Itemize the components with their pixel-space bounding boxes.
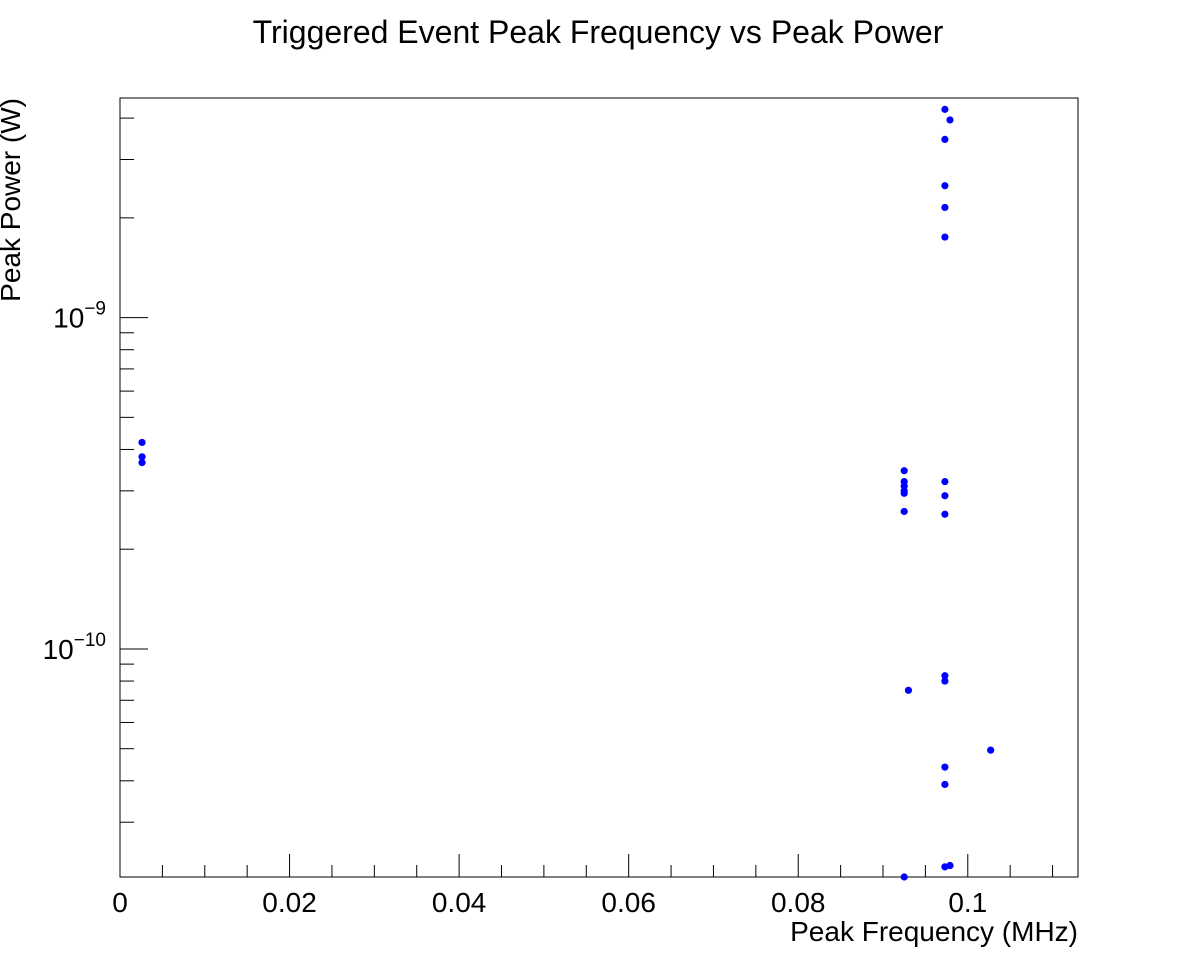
- data-point: [941, 233, 949, 241]
- y-tick-label: 10−9: [53, 299, 106, 334]
- x-tick-label: 0: [112, 887, 128, 918]
- data-point: [941, 677, 949, 685]
- x-tick-label: 0.02: [262, 887, 317, 918]
- data-point: [941, 203, 949, 212]
- data-point: [900, 467, 908, 475]
- x-axis-tick-labels: 0 0.02 0.04 0.06 0.08 0.1: [112, 887, 987, 918]
- x-axis-label: Peak Frequency (MHz): [790, 916, 1078, 947]
- data-point: [941, 492, 949, 500]
- data-point: [941, 135, 949, 143]
- data-points: [138, 105, 995, 881]
- data-point: [900, 507, 908, 516]
- x-tick-label: 0.08: [771, 887, 826, 918]
- data-point: [941, 780, 949, 789]
- data-point: [987, 746, 995, 754]
- x-tick-label: 0.04: [432, 887, 487, 918]
- data-point: [941, 105, 949, 113]
- data-point: [138, 453, 146, 461]
- y-tick-label: 10−10: [43, 630, 106, 665]
- plot-frame: [119, 97, 1079, 878]
- x-tick-label: 0.06: [601, 887, 656, 918]
- data-point: [941, 763, 949, 771]
- y-axis-tick-labels: 10−9 10−10: [43, 299, 106, 665]
- data-point: [941, 672, 949, 680]
- data-point: [900, 873, 908, 881]
- data-point: [946, 861, 954, 870]
- data-point: [904, 686, 913, 694]
- x-tick-label: 0.1: [948, 887, 987, 918]
- data-point: [941, 182, 949, 190]
- data-point: [900, 489, 908, 497]
- x-axis-ticks: [119, 854, 1054, 877]
- data-point: [941, 510, 949, 518]
- data-point: [138, 438, 146, 447]
- y-axis-label: Peak Power (W): [0, 98, 26, 302]
- data-point: [941, 477, 949, 486]
- data-point: [138, 459, 146, 467]
- data-point: [946, 116, 954, 124]
- chart-title: Triggered Event Peak Frequency vs Peak P…: [253, 14, 944, 50]
- y-axis-ticks: [120, 117, 148, 823]
